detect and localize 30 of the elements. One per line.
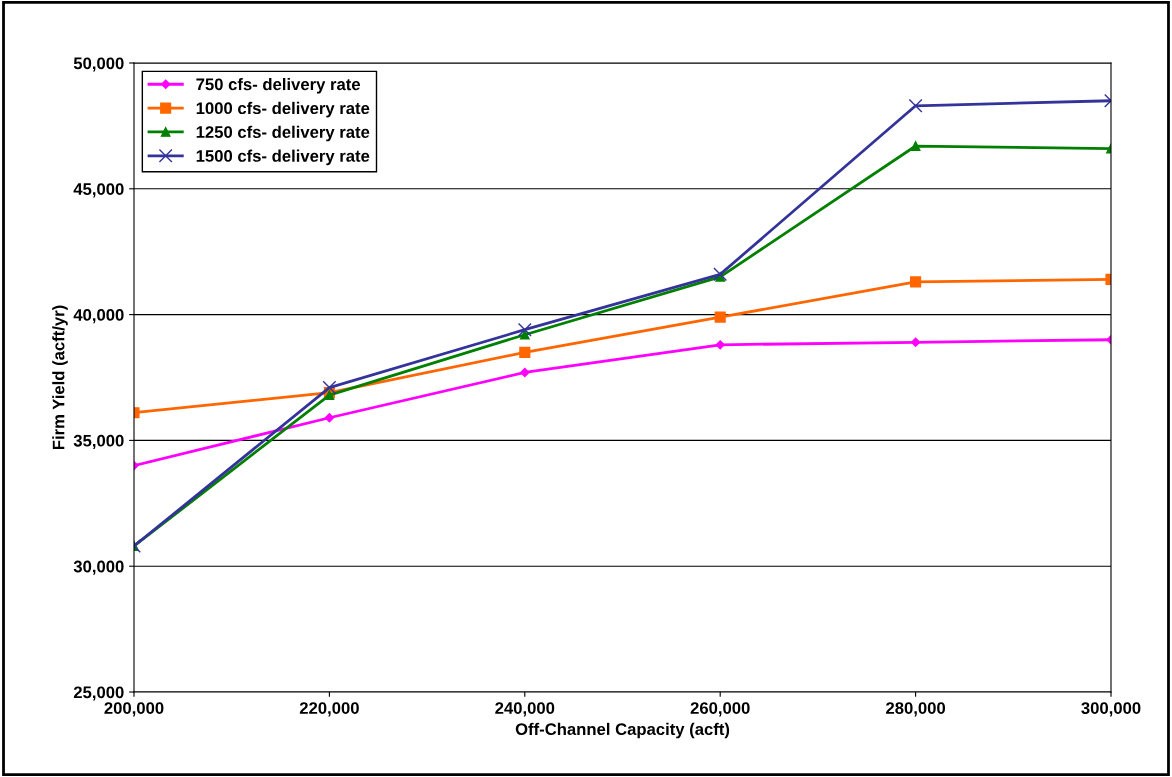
y-tick-label: 35,000 — [73, 434, 124, 450]
legend-label: 750 cfs- delivery rate — [196, 78, 361, 94]
point — [910, 276, 922, 288]
y-tick-label: 25,000 — [73, 686, 124, 701]
y-tick-label: 50,000 — [73, 57, 124, 72]
point — [520, 367, 530, 378]
x-tick-label: 280,000 — [886, 702, 946, 717]
point — [908, 98, 923, 113]
point — [910, 337, 921, 347]
point — [519, 346, 531, 358]
point — [517, 322, 532, 337]
x-tick-label: 240,000 — [495, 702, 555, 717]
point — [322, 380, 337, 395]
point — [715, 340, 725, 350]
point — [324, 413, 335, 423]
x-axis-title: Off-Channel Capacity (acft) — [515, 722, 730, 739]
x-tick-label: 300,000 — [1081, 702, 1141, 717]
y-axis-title: Firm Yield (acft/yr) — [52, 305, 68, 450]
legend-label: 1500 cfs- delivery rate — [196, 149, 370, 166]
y-tick-label: 30,000 — [73, 560, 124, 575]
point — [713, 267, 728, 282]
point — [910, 141, 921, 151]
legend-label: 1000 cfs- delivery rate — [196, 101, 370, 118]
legend-label: 1250 cfs- delivery rate — [196, 125, 370, 142]
x-tick-label: 200,000 — [104, 702, 164, 717]
x-tick-label: 220,000 — [299, 702, 359, 717]
y-tick-label: 45,000 — [73, 183, 124, 198]
point — [714, 311, 726, 323]
y-tick-label: 40,000 — [73, 309, 124, 324]
x-tick-label: 260,000 — [690, 702, 750, 717]
